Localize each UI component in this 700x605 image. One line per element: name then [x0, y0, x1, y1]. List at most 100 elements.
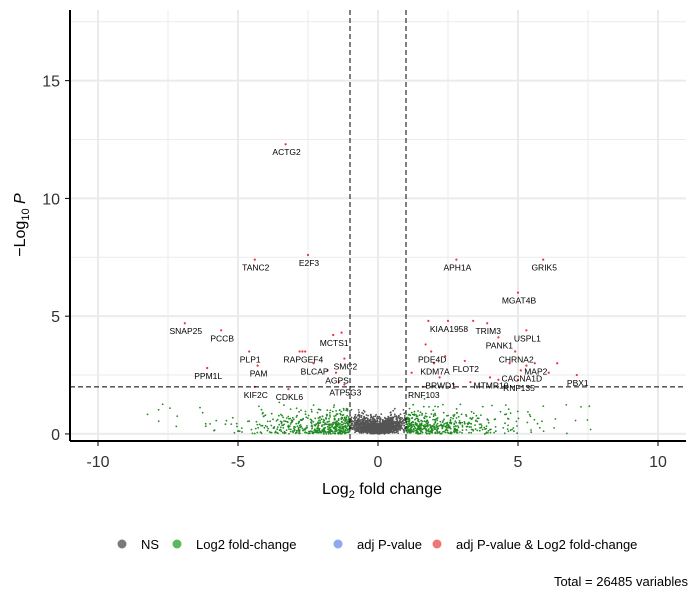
point	[421, 412, 424, 415]
point	[410, 430, 413, 433]
point-labeled	[284, 143, 287, 146]
point	[358, 417, 360, 420]
point	[401, 417, 404, 419]
point	[382, 428, 384, 431]
point	[411, 413, 414, 416]
point	[386, 428, 389, 431]
point	[423, 398, 426, 400]
point	[453, 413, 456, 416]
point	[372, 423, 375, 425]
point	[264, 424, 267, 427]
point	[326, 413, 328, 416]
point	[402, 409, 405, 411]
point	[342, 423, 344, 426]
point	[411, 429, 413, 431]
point-significant	[326, 369, 329, 372]
point	[263, 415, 265, 417]
point	[280, 421, 283, 423]
point	[470, 428, 473, 431]
point	[353, 417, 355, 420]
point-label: PBX1	[567, 378, 589, 388]
point	[392, 426, 394, 429]
point	[364, 425, 366, 427]
point	[446, 426, 449, 429]
point	[403, 427, 406, 430]
point-labeled	[430, 350, 433, 353]
point	[437, 405, 439, 408]
point	[290, 428, 292, 431]
point	[320, 418, 323, 421]
point	[344, 428, 347, 431]
point	[372, 421, 375, 423]
point	[401, 420, 404, 423]
point	[339, 413, 342, 416]
point	[445, 424, 448, 427]
point	[420, 430, 423, 433]
point	[407, 429, 410, 432]
point	[347, 423, 349, 426]
point	[310, 408, 313, 411]
point	[296, 414, 298, 417]
point	[390, 423, 392, 426]
point	[376, 432, 379, 435]
point	[388, 424, 391, 427]
point	[295, 416, 298, 418]
point	[533, 418, 536, 421]
point	[461, 429, 464, 432]
point	[415, 431, 418, 433]
point	[399, 429, 402, 431]
point	[342, 428, 344, 430]
point	[541, 420, 543, 423]
point	[287, 415, 290, 418]
point	[410, 422, 413, 424]
point	[442, 430, 444, 433]
point	[382, 424, 385, 426]
point	[261, 424, 264, 427]
point	[365, 424, 368, 427]
point	[397, 423, 400, 426]
point	[436, 432, 439, 434]
point	[504, 422, 506, 425]
point	[434, 419, 437, 421]
point	[297, 427, 300, 429]
point	[389, 414, 392, 417]
point-label: MTMR10	[474, 380, 509, 390]
point	[346, 425, 349, 427]
x-tick-label: -5	[231, 454, 245, 471]
point	[505, 413, 508, 416]
point	[407, 420, 410, 423]
point	[295, 407, 298, 410]
point	[334, 414, 337, 417]
point	[329, 411, 331, 414]
point	[517, 417, 520, 420]
point	[354, 422, 356, 425]
point	[372, 431, 375, 434]
point	[322, 421, 325, 424]
caption: Total = 26485 variables	[554, 574, 689, 589]
point	[421, 414, 423, 416]
point	[453, 428, 456, 431]
point	[436, 419, 439, 422]
point	[426, 423, 429, 426]
point	[293, 425, 295, 428]
point	[295, 422, 298, 425]
point	[338, 428, 340, 431]
point	[263, 426, 266, 429]
point	[441, 427, 444, 429]
point	[400, 418, 402, 421]
point	[324, 423, 327, 426]
point	[485, 425, 488, 428]
point	[443, 418, 445, 421]
point	[402, 428, 405, 431]
point	[391, 417, 394, 419]
point	[326, 409, 329, 412]
point	[266, 425, 269, 428]
point	[383, 416, 386, 419]
point-label: GRIK5	[531, 263, 557, 273]
point	[412, 403, 415, 406]
point	[289, 408, 292, 410]
point	[412, 428, 415, 431]
point	[161, 403, 164, 406]
point	[428, 430, 431, 433]
